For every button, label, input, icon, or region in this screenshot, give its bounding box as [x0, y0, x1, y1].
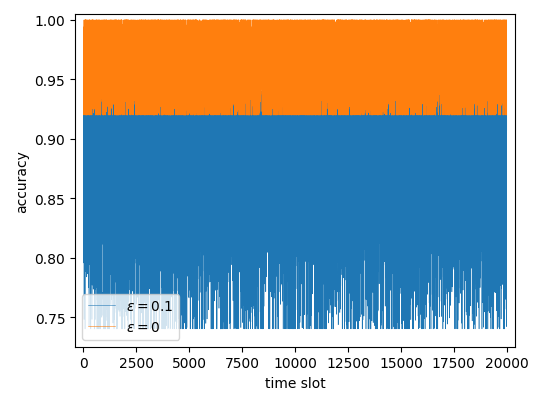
$\varepsilon = 0$	[81, 113, 87, 118]
$\varepsilon = 0$	[80, 49, 86, 54]
Line: $\varepsilon = 0$: $\varepsilon = 0$	[83, 21, 507, 116]
$\varepsilon = 0$	[81, 19, 87, 23]
Y-axis label: accuracy: accuracy	[15, 149, 29, 212]
$\varepsilon = 0.1$	[504, 128, 510, 133]
$\varepsilon = 0$	[186, 19, 192, 23]
$\varepsilon = 0$	[476, 83, 483, 87]
$\varepsilon = 0.1$	[352, 153, 358, 158]
$\varepsilon = 0.1$	[186, 93, 192, 98]
Legend: $\varepsilon = 0.1$, $\varepsilon = 0$: $\varepsilon = 0.1$, $\varepsilon = 0$	[82, 294, 180, 340]
$\varepsilon = 0.1$	[384, 193, 390, 198]
X-axis label: time slot: time slot	[265, 376, 325, 390]
$\varepsilon = 0$	[384, 41, 390, 46]
$\varepsilon = 0.1$	[82, 327, 88, 332]
$\varepsilon = 0.1$	[476, 217, 483, 222]
$\varepsilon = 0$	[352, 57, 358, 62]
$\varepsilon = 0$	[281, 98, 287, 103]
Line: $\varepsilon = 0.1$: $\varepsilon = 0.1$	[83, 92, 507, 329]
$\varepsilon = 0$	[504, 113, 510, 118]
$\varepsilon = 0.1$	[281, 90, 287, 94]
$\varepsilon = 0$	[336, 55, 343, 60]
$\varepsilon = 0.1$	[336, 107, 343, 111]
$\varepsilon = 0.1$	[80, 90, 86, 94]
